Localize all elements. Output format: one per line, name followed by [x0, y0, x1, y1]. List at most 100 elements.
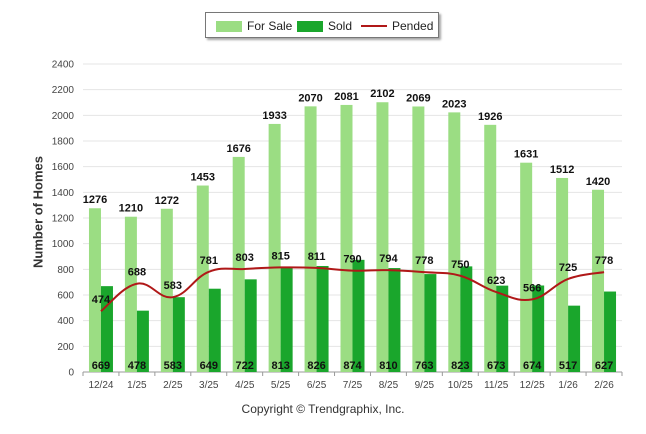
x-tick-label: 12/25 [520, 380, 545, 391]
label-for-sale: 1420 [586, 176, 610, 188]
label-pended: 811 [308, 251, 326, 263]
bar-sold [388, 268, 401, 372]
y-tick-label: 200 [57, 342, 74, 353]
bar-for-sale [88, 208, 101, 372]
label-for-sale: 1631 [514, 149, 538, 161]
y-tick-label: 1000 [52, 239, 75, 250]
label-for-sale: 1512 [550, 164, 574, 176]
bar-for-sale [556, 177, 569, 372]
legend-swatch-for-sale [216, 20, 242, 32]
label-sold: 517 [559, 360, 577, 372]
label-sold: 874 [343, 360, 362, 372]
y-axis-title: Number of Homes [30, 156, 46, 268]
label-sold: 627 [595, 360, 613, 372]
label-pended: 750 [451, 259, 469, 271]
label-for-sale: 1933 [262, 110, 286, 122]
bar-sold [172, 297, 185, 372]
label-sold: 813 [271, 360, 289, 372]
pended-line [100, 266, 605, 312]
bar-sold [568, 305, 581, 372]
label-sold: 674 [523, 360, 542, 372]
x-tick-label: 10/25 [448, 380, 473, 391]
legend: For Sale Sold Pended [205, 12, 439, 38]
label-pended: 474 [92, 294, 111, 306]
label-for-sale: 1276 [83, 194, 107, 206]
x-tick-label: 9/25 [415, 380, 435, 391]
bar-for-sale [592, 189, 605, 372]
x-tick-label: 2/26 [594, 380, 614, 391]
label-pended: 794 [379, 253, 398, 265]
label-sold: 826 [307, 360, 325, 372]
legend-line-pended [361, 25, 387, 27]
label-for-sale: 1272 [155, 195, 179, 207]
label-for-sale: 1453 [191, 172, 215, 184]
label-sold: 669 [92, 360, 110, 372]
x-axis-ticks: 12/24 1/25 2/25 3/25 4/25 5/25 6/25 7/25 8/25 9/2… [82, 372, 623, 391]
bar-sold [208, 288, 221, 372]
y-tick-label: 1800 [52, 137, 75, 148]
label-for-sale: 2102 [370, 88, 394, 100]
y-tick-label: 1600 [52, 162, 75, 173]
y-tick-label: 2400 [52, 60, 75, 71]
bar-for-sale [412, 106, 425, 372]
label-sold: 763 [415, 360, 433, 372]
bar-for-sale [484, 124, 497, 372]
pended-series-line [100, 266, 605, 312]
sold-bars [100, 259, 617, 372]
label-for-sale: 2069 [406, 92, 430, 104]
x-tick-label: 2/25 [163, 380, 183, 391]
label-for-sale: 1210 [119, 203, 143, 215]
bar-sold [604, 291, 617, 372]
label-for-sale: 2023 [442, 98, 466, 110]
x-tick-label: 6/25 [307, 380, 327, 391]
y-tick-label: 0 [68, 368, 74, 379]
y-tick-label: 1200 [52, 214, 75, 225]
label-for-sale: 1676 [226, 143, 250, 155]
bar-sold [460, 266, 473, 372]
x-tick-label: 11/25 [484, 380, 509, 391]
for-sale-bars [88, 102, 605, 373]
label-for-sale: 2081 [334, 91, 358, 103]
label-sold: 810 [379, 360, 397, 372]
bar-sold [352, 259, 365, 372]
label-pended: 583 [164, 280, 182, 292]
legend-item-sold[interactable]: Sold [297, 19, 352, 33]
x-tick-label: 3/25 [199, 380, 219, 391]
legend-label-pended: Pended [392, 19, 434, 33]
y-tick-label: 600 [57, 291, 74, 302]
bar-sold [280, 267, 293, 372]
legend-swatch-sold [297, 20, 323, 32]
label-sold: 823 [451, 360, 469, 372]
y-tick-label: 1400 [52, 188, 75, 199]
legend-item-pended[interactable]: Pended [361, 19, 433, 33]
x-tick-label: 1/25 [127, 380, 147, 391]
label-sold: 673 [487, 360, 505, 372]
label-for-sale: 2070 [298, 92, 322, 104]
x-tick-label: 8/25 [379, 380, 399, 391]
bar-sold [316, 265, 329, 372]
bar-for-sale [520, 162, 533, 372]
legend-label-for-sale: For Sale [247, 19, 293, 33]
label-sold: 583 [164, 360, 182, 372]
bar-sold [496, 285, 509, 372]
x-tick-label: 12/24 [88, 380, 113, 391]
label-for-sale: 1926 [478, 111, 502, 123]
x-tick-label: 4/25 [235, 380, 255, 391]
bar-for-sale [232, 156, 245, 372]
label-pended: 790 [343, 254, 361, 266]
y-tick-label: 800 [57, 265, 74, 276]
y-tick-label: 2000 [52, 111, 75, 122]
bar-for-sale [448, 112, 461, 373]
bar-for-sale [268, 123, 281, 372]
bar-for-sale [304, 106, 317, 372]
label-pended: 623 [487, 275, 505, 287]
label-pended: 725 [559, 262, 577, 274]
legend-label-sold: Sold [328, 19, 353, 33]
label-sold: 649 [200, 360, 218, 372]
legend-item-for-sale[interactable]: For Sale [216, 19, 292, 33]
label-pended: 778 [415, 255, 433, 267]
label-pended: 688 [128, 267, 146, 279]
label-pended: 566 [523, 282, 541, 294]
label-sold: 722 [236, 360, 254, 372]
